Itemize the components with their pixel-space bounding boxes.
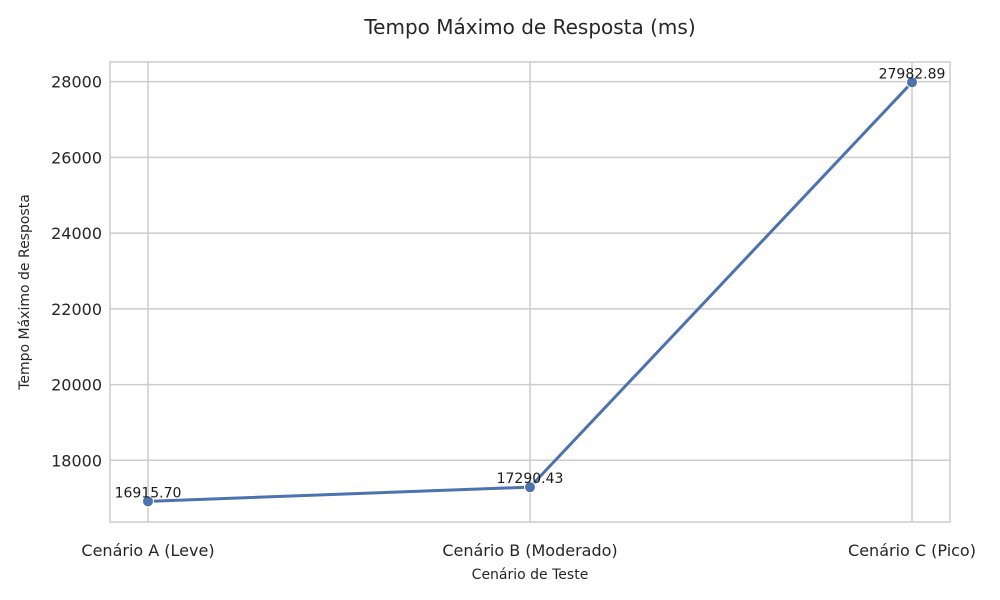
y-tick-label: 20000 — [51, 376, 102, 395]
y-tick-label: 28000 — [51, 73, 102, 92]
grid-lines — [110, 62, 950, 522]
data-point — [524, 481, 536, 494]
data-labels: 16915.70 17290.43 27982.89 — [115, 66, 946, 501]
data-point — [142, 495, 154, 508]
x-tick-label: Cenário A (Leve) — [81, 541, 214, 560]
y-tick-label: 22000 — [51, 300, 102, 319]
chart-title: Tempo Máximo de Resposta (ms) — [363, 15, 695, 39]
x-tick-label: Cenário C (Pico) — [848, 541, 976, 560]
plot-area — [109, 61, 951, 523]
data-label: 16915.70 — [115, 485, 182, 501]
tick-labels: 18000 20000 22000 24000 26000 28000 Cenário A … — [51, 73, 976, 560]
series-layer — [142, 76, 918, 508]
data-label: 27982.89 — [879, 66, 946, 82]
x-tick-label: Cenário B (Moderado) — [442, 541, 617, 560]
data-point — [906, 76, 918, 89]
y-tick-label: 24000 — [51, 224, 102, 243]
x-axis-label: Cenário de Teste — [472, 567, 589, 583]
y-tick-label: 26000 — [51, 148, 102, 167]
y-tick-label: 18000 — [51, 451, 102, 470]
data-label: 17290.43 — [497, 471, 564, 487]
y-axis-label: Tempo Máximo de Resposta — [17, 194, 33, 391]
